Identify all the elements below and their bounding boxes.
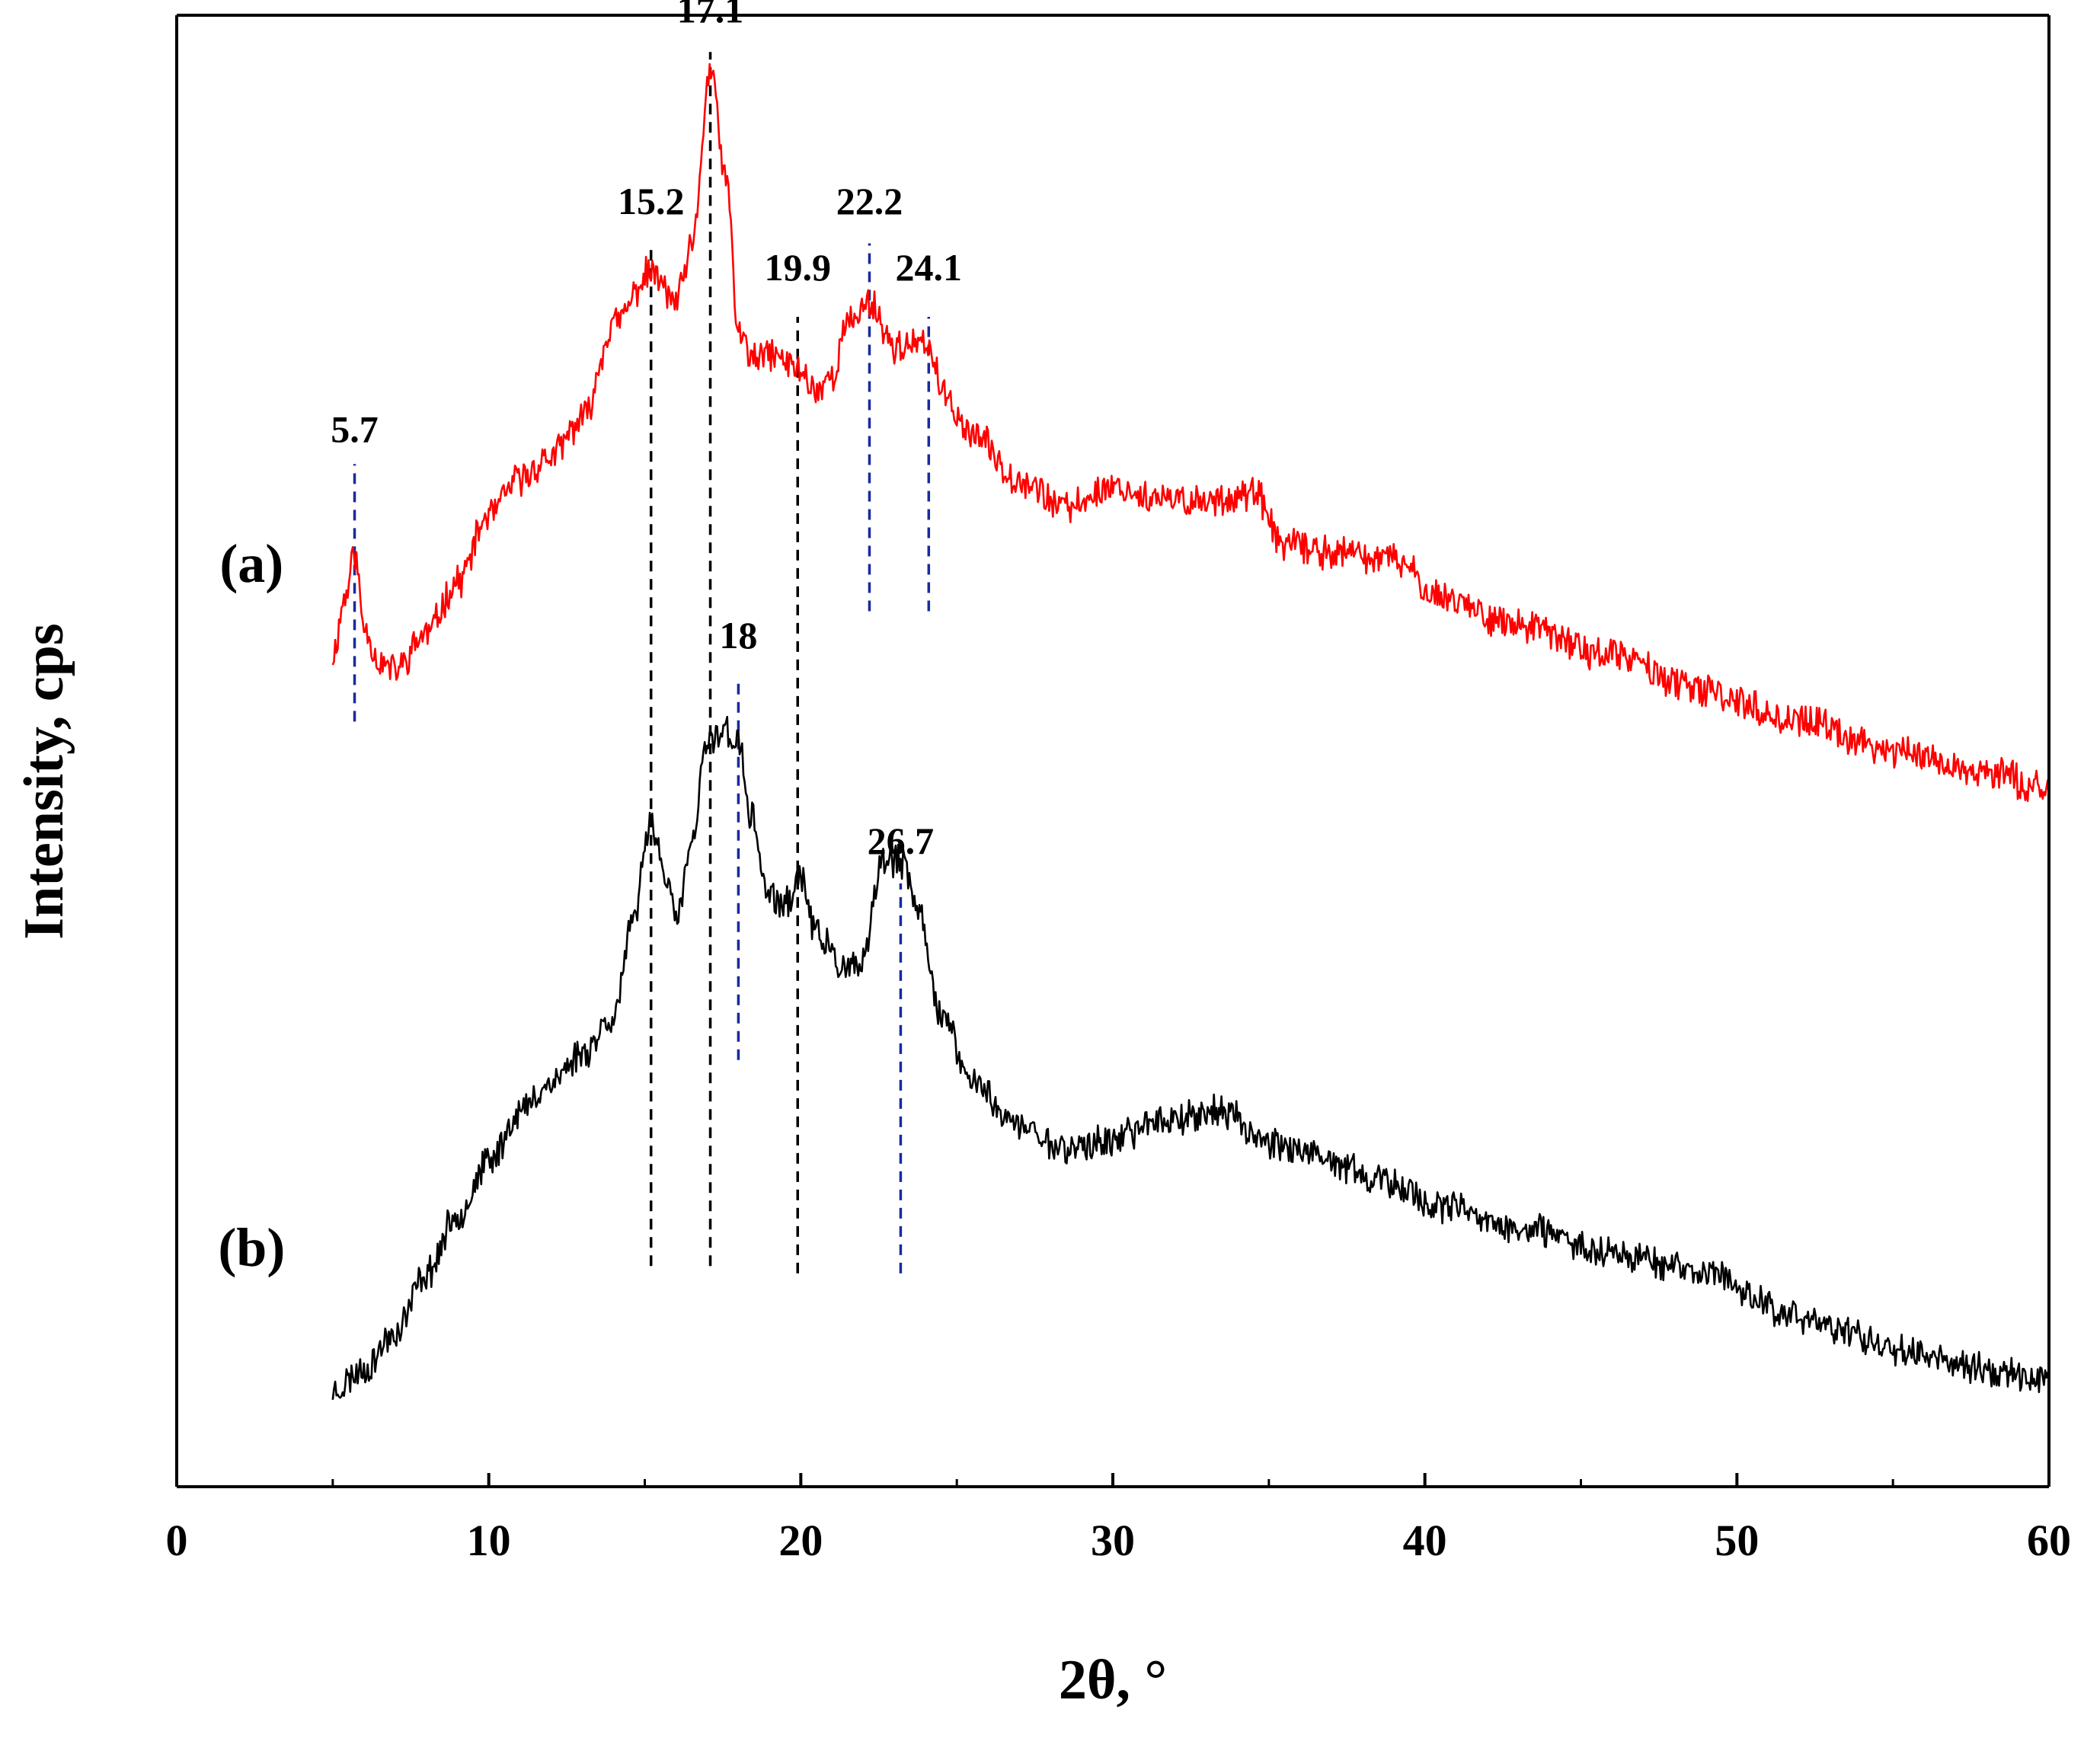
peak-label-22-2: 22.2	[836, 180, 903, 222]
series-label-b: (b)	[218, 1217, 285, 1278]
peak-label-19-9: 19.9	[764, 246, 831, 289]
x-tick-label-50: 50	[1715, 1516, 1759, 1565]
x-tick-label-0: 0	[166, 1516, 188, 1565]
series-layer	[331, 62, 2050, 1400]
x-tick-label-60: 60	[2027, 1516, 2071, 1565]
x-tick-label-40: 40	[1403, 1516, 1447, 1565]
x-tick-label-10: 10	[467, 1516, 511, 1565]
peak-label-18: 18	[719, 614, 757, 657]
peak-label-24-1: 24.1	[896, 246, 963, 289]
peak-label-26-7: 26.7	[868, 820, 935, 862]
peak-label-17-1: 17.1	[677, 0, 744, 31]
series-line-a	[331, 62, 2050, 802]
series-line-b	[331, 715, 2050, 1400]
x-tick-label-30: 30	[1091, 1516, 1135, 1565]
annotations: 5.7 15.2 17.1 19.922.2 24.1 18 26.7 (a) (b)	[218, 0, 962, 1278]
x-tick-label-20: 20	[778, 1516, 823, 1565]
axes: 0 10 20 30 40 50 60	[166, 14, 2071, 1565]
y-axis-title: Intensity, cps	[13, 623, 75, 939]
x-axis-title: 2θ, °	[1059, 1649, 1167, 1711]
peak-label-5-7: 5.7	[331, 407, 379, 450]
peak-label-15-2: 15.2	[618, 180, 685, 222]
series-label-a: (a)	[219, 533, 283, 594]
